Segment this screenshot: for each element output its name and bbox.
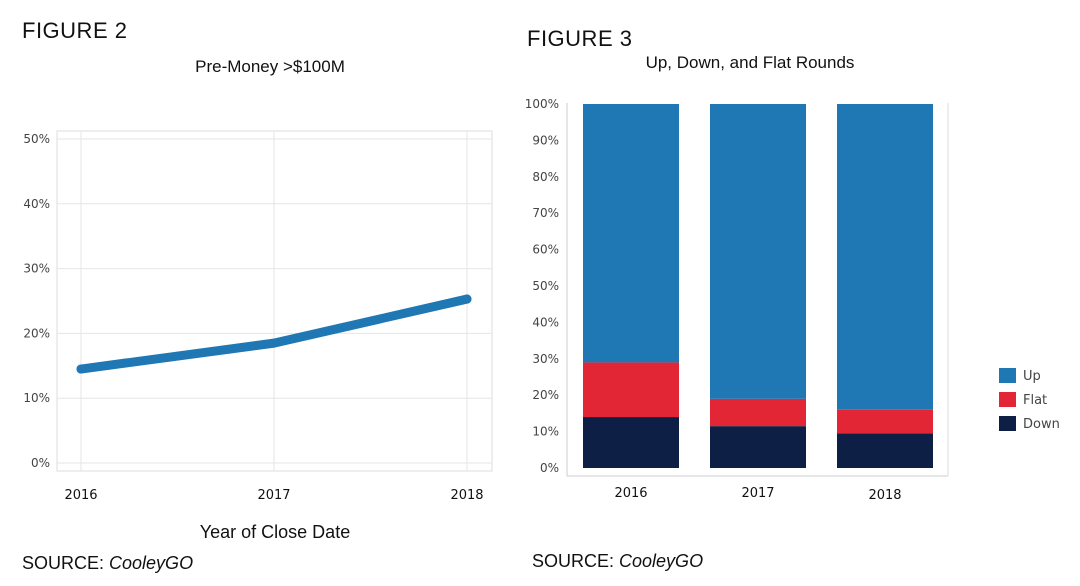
figure2-source: SOURCE: CooleyGO: [22, 553, 193, 574]
figure3-ytick: 40%: [532, 315, 559, 329]
figure2-source-prefix: SOURCE:: [22, 553, 105, 573]
figure2-xtick: 2017: [257, 488, 290, 503]
figure3-ytick: 30%: [532, 352, 559, 366]
figure3-ytick: 50%: [532, 279, 559, 293]
figure2-data-point: [269, 338, 279, 348]
figure3-source-name: CooleyGO: [619, 551, 704, 571]
figure3-label: FIGURE 3: [527, 26, 633, 51]
figure2-source-name: CooleyGO: [109, 553, 194, 573]
figure2-data-point: [76, 364, 86, 374]
figure3-bar-down: [710, 426, 806, 468]
figure3-ytick: 90%: [532, 133, 559, 147]
figure3-xtick: 2018: [868, 488, 901, 503]
figure3-legend-swatch: [999, 368, 1016, 383]
figure3-ytick: 100%: [525, 97, 559, 111]
figure2-xtick: 2018: [450, 488, 483, 503]
figure3-legend-label: Flat: [1023, 393, 1047, 408]
figure3-bar-down: [837, 433, 933, 468]
figure3-xtick: 2017: [741, 486, 774, 501]
figure3-ytick: 20%: [532, 388, 559, 402]
figure3-source-prefix: SOURCE:: [532, 551, 615, 571]
figure3-bar-up: [583, 104, 679, 363]
figure2-title: Pre-Money >$100M: [195, 57, 345, 76]
figure3-source: SOURCE: CooleyGO: [532, 551, 703, 572]
figure3-legend-label: Down: [1023, 417, 1060, 432]
figure3-bar-down: [583, 417, 679, 468]
figure3-bar-up: [710, 104, 806, 399]
figure3-xtick: 2016: [614, 486, 647, 501]
figure2-ytick: 40%: [23, 197, 50, 211]
figure2-chart: 0% 10% 20% 30% 40% 50% 2016 2017 2018: [23, 130, 493, 503]
figure3-legend-label: Up: [1023, 369, 1041, 384]
figure2-ytick: 30%: [23, 262, 50, 276]
figure3-ytick: 10%: [532, 425, 559, 439]
figure2-xlabel: Year of Close Date: [199, 522, 351, 542]
figure3-ytick: 80%: [532, 170, 559, 184]
figure2-ytick: 0%: [31, 456, 50, 470]
figure3-ytick: 60%: [532, 243, 559, 257]
figure2-ytick: 20%: [23, 326, 50, 340]
figure3-bar-up: [837, 104, 933, 410]
figure2-xtick: 2016: [64, 488, 97, 503]
figure3-legend-swatch: [999, 392, 1016, 407]
figure2-ytick: 10%: [23, 391, 50, 405]
figure3-ytick: 0%: [540, 461, 559, 475]
figure3-bar-flat: [583, 362, 679, 418]
figure3-legend-swatch: [999, 416, 1016, 431]
figure3-bar-flat: [837, 409, 933, 434]
figure3-ytick: 70%: [532, 206, 559, 220]
figure3-title: Up, Down, and Flat Rounds: [645, 53, 855, 72]
figure2-data-point: [462, 294, 472, 304]
figure3-bar-flat: [710, 398, 806, 427]
figure2-ytick: 50%: [23, 132, 50, 146]
figure2-label: FIGURE 2: [22, 18, 128, 43]
